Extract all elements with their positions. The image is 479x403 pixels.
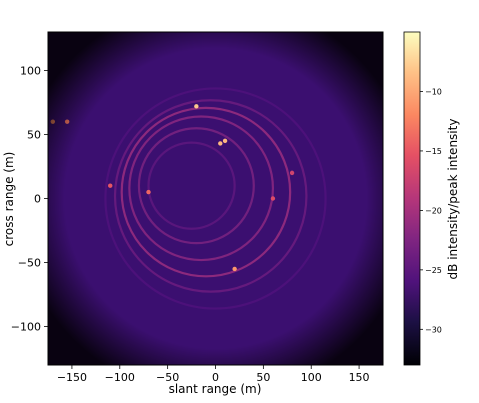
x-axis: −150 −100 −50 0 50 100 150 [57, 365, 370, 384]
y-tick-label: 50 [27, 128, 41, 141]
x-axis-label: slant range (m) [169, 382, 262, 396]
x-tick-label: 0 [212, 371, 219, 384]
colorbar-label: dB intensity/peak intensity [446, 119, 460, 280]
x-tick-label: −150 [57, 371, 87, 384]
y-tick-label: −100 [11, 321, 41, 334]
colorbar-tick-label: −25 [425, 266, 442, 275]
x-tick-label: 100 [301, 371, 322, 384]
x-tick-label: 50 [256, 371, 270, 384]
x-tick-label: −100 [105, 371, 135, 384]
colorbar-tick-label: −30 [425, 325, 442, 334]
x-tick-label: 150 [349, 371, 370, 384]
colorbar-gradient [403, 31, 421, 366]
colorbar: −10 −15 −20 −25 −30 dB intensity/peak intens… [403, 31, 460, 366]
plot-area [47, 31, 384, 366]
colorbar-ticks: −10 −15 −20 −25 −30 [420, 87, 442, 334]
y-tick-label: 100 [20, 64, 41, 77]
heatmap-vignette [48, 32, 383, 365]
y-axis: 100 50 0 −50 −100 [11, 64, 48, 334]
colorbar-tick-label: −20 [425, 206, 442, 215]
x-tick-label: −50 [156, 371, 179, 384]
y-tick-label: 0 [34, 193, 41, 206]
colorbar-tick-label: −10 [425, 87, 442, 96]
y-axis-label: cross range (m) [2, 152, 16, 247]
colorbar-tick-label: −15 [425, 147, 442, 156]
y-tick-label: −50 [18, 257, 41, 270]
